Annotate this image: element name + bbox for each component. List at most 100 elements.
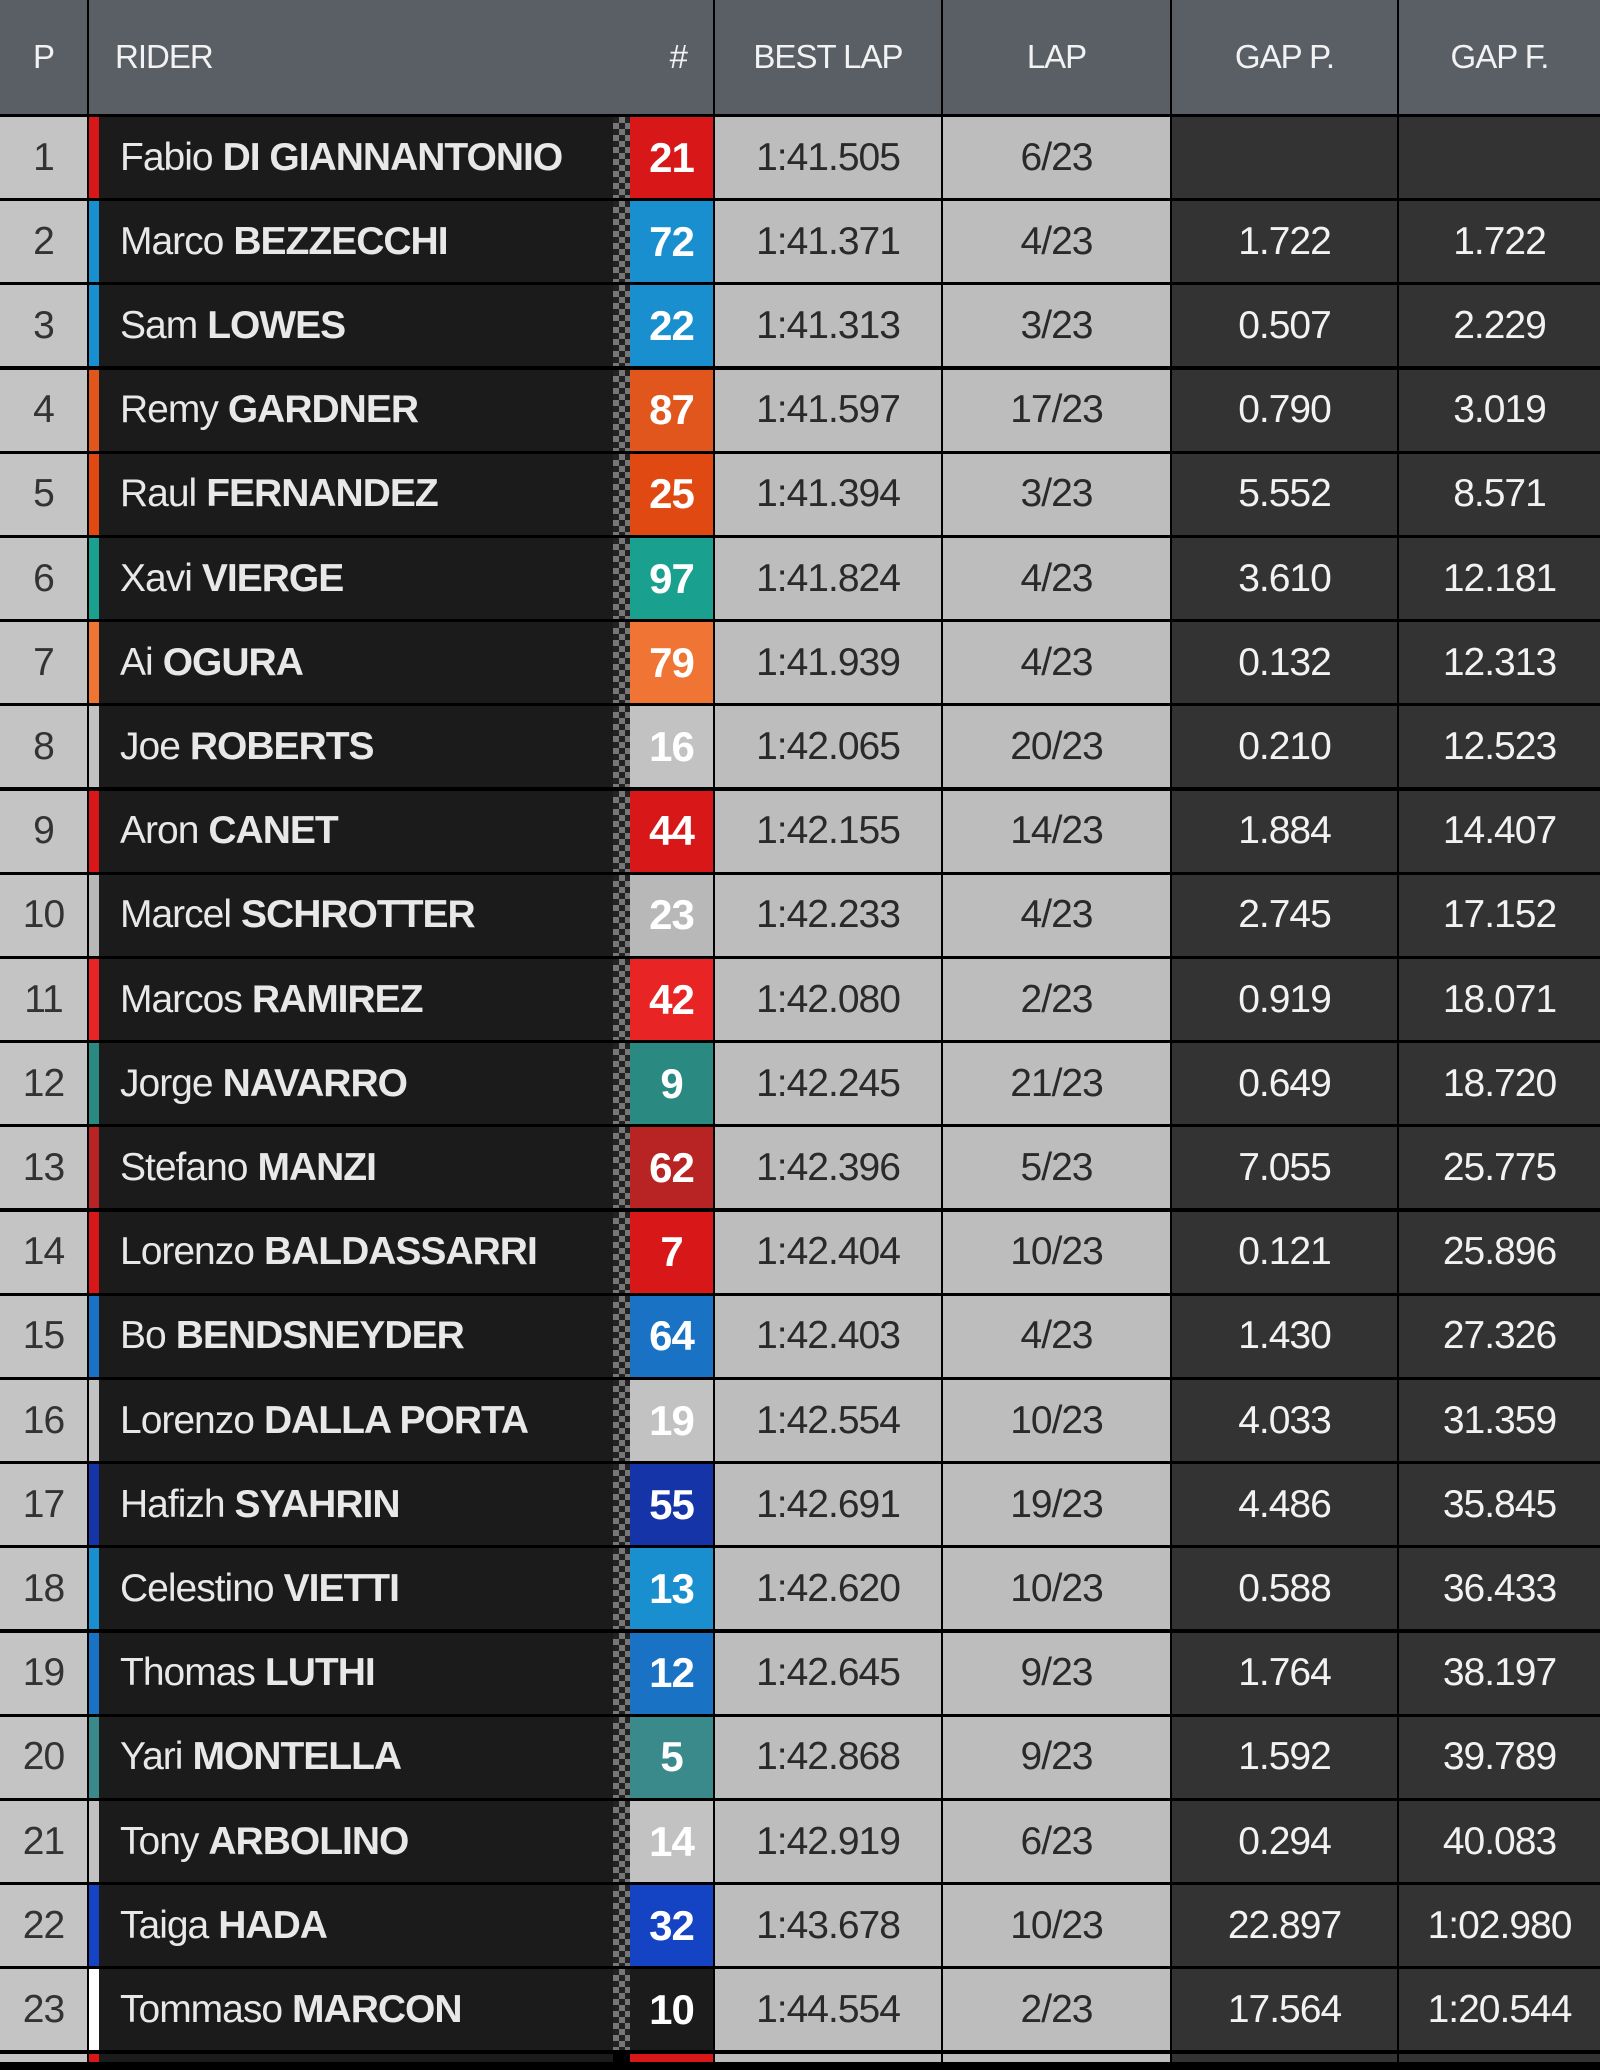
rider-name[interactable]: Marcos RAMIREZ: [99, 959, 613, 1040]
position: 15: [0, 1295, 87, 1377]
rider-name[interactable]: Bo BENDSNEYDER: [99, 1295, 613, 1377]
gap-previous: 0.121: [1172, 1211, 1397, 1293]
rider-name[interactable]: Jorge NAVARRO: [99, 1043, 613, 1125]
team-color-stripe: [89, 1801, 99, 1882]
table-row[interactable]: 10 Marcel SCHROTTER 23 1:42.233 4/23 2.74…: [0, 874, 1600, 959]
table-row[interactable]: 12 Jorge NAVARRO 9 1:42.245 21/23 0.649 1…: [0, 1043, 1600, 1127]
best-lap-number: 10/23: [943, 1885, 1170, 1967]
table-row[interactable]: 14 Lorenzo BALDASSARRI 7 1:42.404 10/23 0…: [0, 1211, 1600, 1296]
table-row[interactable]: 13 Stefano MANZI 62 1:42.396 5/23 7.055 2…: [0, 1127, 1600, 1211]
rider-name[interactable]: Xavi VIERGE: [99, 538, 613, 619]
best-lap-number: 19/23: [943, 1464, 1170, 1546]
rider-name[interactable]: Fabio DI GIANNANTONIO: [99, 117, 613, 198]
rider-last-name: GARDNER: [227, 388, 419, 432]
best-lap: 1:42.233: [715, 874, 941, 956]
team-color-stripe: [89, 285, 99, 367]
best-lap: 1:41.371: [715, 201, 941, 283]
table-row[interactable]: 2 Marco BEZZECCHI 72 1:41.371 4/23 1.722 …: [0, 201, 1600, 285]
team-color-stripe: [89, 1211, 99, 1293]
rider-last-name: BENDSNEYDER: [175, 1314, 465, 1358]
best-lap-number: [943, 2053, 1170, 2062]
position: 18: [0, 1548, 87, 1630]
table-row[interactable]: 16 Lorenzo DALLA PORTA 19 1:42.554 10/23 …: [0, 1380, 1600, 1464]
header-number[interactable]: #: [669, 38, 688, 75]
table-row[interactable]: 4 Remy GARDNER 87 1:41.597 17/23 0.790 3.…: [0, 369, 1600, 454]
rider-first-name: Marcos: [120, 977, 243, 1021]
header-gap-previous[interactable]: GAP P.: [1172, 0, 1397, 114]
table-row[interactable]: 19 Thomas LUTHI 12 1:42.645 9/23 1.764 38…: [0, 1632, 1600, 1717]
rider-name[interactable]: Marcel SCHROTTER: [99, 874, 613, 956]
table-row[interactable]: 9 Aron CANET 44 1:42.155 14/23 1.884 14.4…: [0, 790, 1600, 875]
gap-previous: 4.033: [1172, 1380, 1397, 1461]
rider-name[interactable]: Ai OGURA: [99, 622, 613, 704]
rider-name[interactable]: Tony ARBOLINO: [99, 1801, 613, 1882]
best-lap-number: 6/23: [943, 117, 1170, 198]
table-row[interactable]: 7 Ai OGURA 79 1:41.939 4/23 0.132 12.313: [0, 622, 1600, 706]
header-best-lap[interactable]: BEST LAP: [715, 0, 941, 114]
gap-previous: 2.745: [1172, 874, 1397, 956]
rider-name[interactable]: Lorenzo DALLA PORTA: [99, 1380, 613, 1461]
table-row[interactable]: 18 Celestino VIETTI 13 1:42.620 10/23 0.5…: [0, 1548, 1600, 1632]
gap-previous: 0.588: [1172, 1548, 1397, 1630]
table-row[interactable]: 1 Fabio DI GIANNANTONIO 21 1:41.505 6/23: [0, 117, 1600, 201]
rider-name[interactable]: Marco BEZZECCHI: [99, 201, 613, 283]
table-row[interactable]: 22 Taiga HADA 32 1:43.678 10/23 22.897 1:…: [0, 1885, 1600, 1969]
best-lap: 1:42.404: [715, 1211, 941, 1293]
rider-name[interactable]: Tommaso MARCON: [99, 1969, 613, 2051]
rider-number: 5: [630, 1716, 713, 1798]
rider-name[interactable]: Sam LOWES: [99, 285, 613, 367]
table-row[interactable]: 17 Hafizh SYAHRIN 55 1:42.691 19/23 4.486…: [0, 1464, 1600, 1548]
rider-name[interactable]: Thomas LUTHI: [99, 1632, 613, 1714]
rider-first-name: Joe: [120, 724, 181, 768]
table-row[interactable]: 11 Marcos RAMIREZ 42 1:42.080 2/23 0.919 …: [0, 959, 1600, 1043]
checkered-flag-icon: [613, 874, 630, 956]
best-lap-number: 17/23: [943, 369, 1170, 451]
checkered-flag-icon: [613, 706, 630, 788]
gap-previous: 1.430: [1172, 1295, 1397, 1377]
header-gap-first[interactable]: GAP F.: [1399, 0, 1600, 114]
table-row[interactable]: 23 Tommaso MARCON 10 1:44.554 2/23 17.564…: [0, 1969, 1600, 2053]
table-row[interactable]: 20 Yari MONTELLA 5 1:42.868 9/23 1.592 39…: [0, 1716, 1600, 1801]
table-row[interactable]: 21 Tony ARBOLINO 14 1:42.919 6/23 0.294 4…: [0, 1801, 1600, 1885]
checkered-flag-icon: [613, 1716, 630, 1798]
rider-name[interactable]: Joe ROBERTS: [99, 706, 613, 788]
rider-last-name: VIERGE: [201, 556, 344, 600]
checkered-flag-icon: [613, 1127, 630, 1209]
gap-first: 3.019: [1399, 369, 1600, 451]
gap-previous: 22.897: [1172, 1885, 1397, 1967]
checkered-flag-icon: [613, 117, 630, 198]
header-position[interactable]: P: [0, 0, 87, 114]
gap-previous: 0.210: [1172, 706, 1397, 788]
table-row[interactable]: 5 Raul FERNANDEZ 25 1:41.394 3/23 5.552 8…: [0, 453, 1600, 538]
rider-name[interactable]: Raul FERNANDEZ: [99, 453, 613, 535]
gap-previous: 0.790: [1172, 369, 1397, 451]
best-lap-number: 4/23: [943, 874, 1170, 956]
rider-name[interactable]: Hafizh SYAHRIN: [99, 1464, 613, 1546]
rider-name[interactable]: Lorenzo BALDASSARRI: [99, 1211, 613, 1293]
rider-last-name: DI GIANNANTONIO: [222, 135, 564, 179]
rider-name[interactable]: Remy GARDNER: [99, 369, 613, 451]
rider-name[interactable]: Taiga HADA: [99, 1885, 613, 1967]
checkered-flag-icon: [613, 1380, 630, 1461]
rider-number: 97: [630, 538, 713, 619]
header-rider[interactable]: RIDER: [115, 38, 214, 75]
best-lap-number: 4/23: [943, 538, 1170, 619]
gap-previous: 3.610: [1172, 538, 1397, 619]
rider-first-name: Marco: [120, 219, 224, 263]
rider-name[interactable]: Aron CANET: [99, 790, 613, 872]
rider-name[interactable]: Celestino VIETTI: [99, 1548, 613, 1630]
position: 13: [0, 1127, 87, 1209]
rider-name[interactable]: Yari MONTELLA: [99, 1716, 613, 1798]
header-lap[interactable]: LAP: [943, 0, 1170, 114]
rider-first-name: Raul: [120, 472, 197, 516]
gap-first: 18.071: [1399, 959, 1600, 1040]
rider-last-name: NAVARRO: [222, 1061, 408, 1105]
table-row[interactable]: 15 Bo BENDSNEYDER 64 1:42.403 4/23 1.430 …: [0, 1295, 1600, 1380]
gap-previous: 1.764: [1172, 1632, 1397, 1714]
gap-first: 40.083: [1399, 1801, 1600, 1882]
rider-first-name: Thomas: [120, 1651, 256, 1695]
table-row[interactable]: 6 Xavi VIERGE 97 1:41.824 4/23 3.610 12.1…: [0, 538, 1600, 622]
table-row[interactable]: 3 Sam LOWES 22 1:41.313 3/23 0.507 2.229: [0, 285, 1600, 369]
table-row[interactable]: 8 Joe ROBERTS 16 1:42.065 20/23 0.210 12.…: [0, 706, 1600, 790]
rider-name[interactable]: Stefano MANZI: [99, 1127, 613, 1209]
